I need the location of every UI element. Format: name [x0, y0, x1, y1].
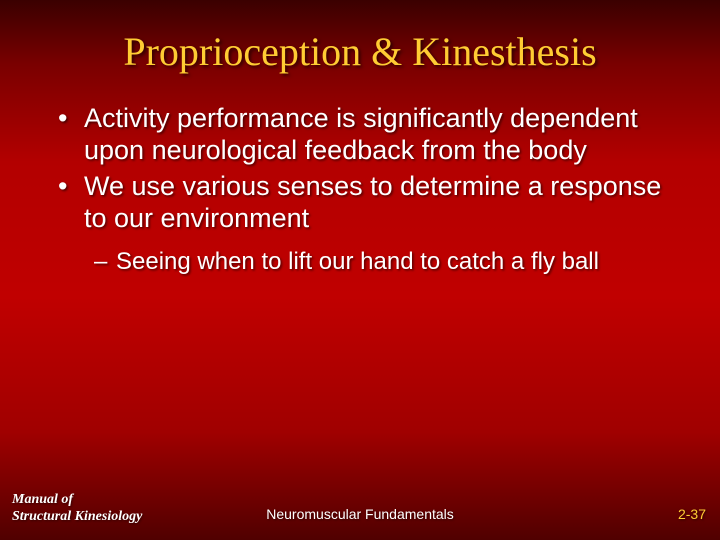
footer-reference: Manual of Structural Kinesiology — [12, 492, 142, 526]
bullet-marker-icon: • — [58, 103, 84, 167]
slide-body: • Activity performance is significantly … — [0, 75, 720, 277]
dash-marker-icon: – — [94, 248, 116, 276]
slide-footer: Manual of Structural Kinesiology Neuromu… — [0, 486, 720, 526]
footer-chapter-title: Neuromuscular Fundamentals — [266, 506, 454, 522]
bullet-text: Activity performance is significantly de… — [84, 103, 662, 167]
bullet-item: • Activity performance is significantly … — [58, 103, 662, 167]
bullet-text: We use various senses to determine a res… — [84, 171, 662, 235]
footer-page-number: 2-37 — [678, 506, 706, 522]
footer-reference-line2: Structural Kinesiology — [12, 509, 142, 524]
slide-title: Proprioception & Kinesthesis — [0, 0, 720, 75]
footer-reference-line1: Manual of — [12, 492, 73, 507]
bullet-item: • We use various senses to determine a r… — [58, 171, 662, 235]
slide: Proprioception & Kinesthesis • Activity … — [0, 0, 720, 540]
sub-bullet-text: Seeing when to lift our hand to catch a … — [116, 248, 662, 276]
bullet-marker-icon: • — [58, 171, 84, 235]
sub-bullet-item: – Seeing when to lift our hand to catch … — [94, 248, 662, 276]
